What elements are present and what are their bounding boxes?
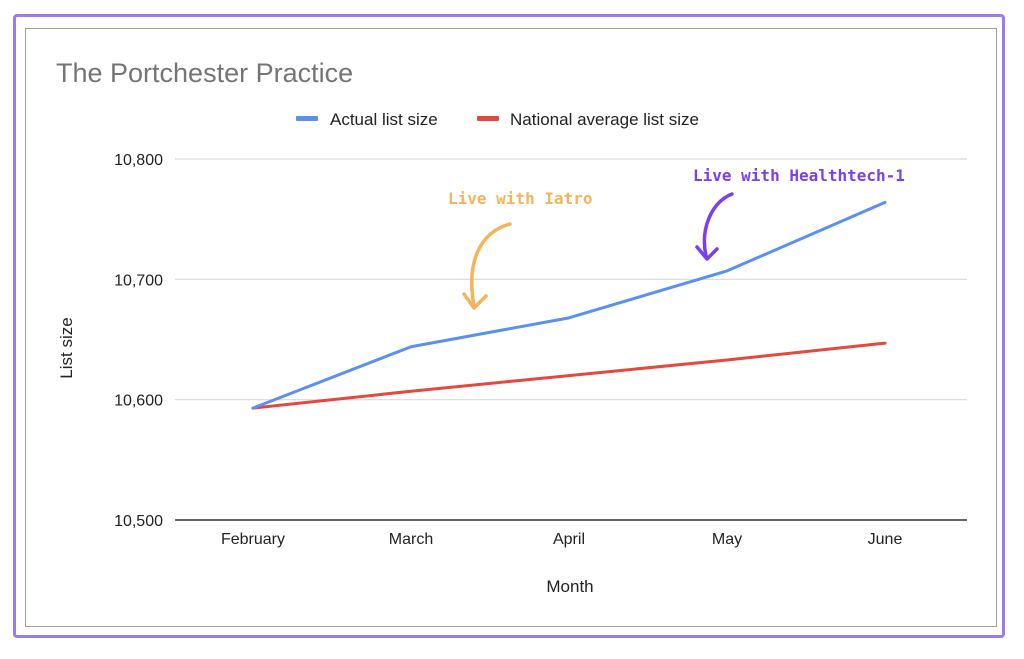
x-axis-ticks: February March April May June <box>221 531 902 548</box>
legend: Actual list size National average list s… <box>296 110 699 129</box>
annotation-healthtech-arrow-icon <box>702 192 734 258</box>
annotation-iatro-text: Live with Iatro <box>448 189 593 208</box>
x-axis-label: Month <box>546 577 593 596</box>
x-tick-label: February <box>221 531 285 548</box>
annotation-healthtech-text: Live with Healthtech-1 <box>693 166 905 185</box>
x-tick-label: March <box>389 531 433 548</box>
chart-card <box>25 28 997 627</box>
y-tick-label: 10,800 <box>114 152 163 169</box>
series-lines <box>251 200 887 410</box>
y-tick-label: 10,600 <box>114 393 163 410</box>
gridlines <box>175 158 967 521</box>
y-tick-label: 10,700 <box>114 272 163 289</box>
y-axis-label: List size <box>57 317 76 378</box>
y-axis-ticks: 10,500 10,600 10,700 10,800 <box>114 152 163 530</box>
legend-label-actual: Actual list size <box>330 110 438 129</box>
x-tick-label: May <box>712 531 742 548</box>
annotation-healthtech: Live with Healthtech-1 <box>693 166 905 261</box>
legend-swatch-national <box>477 116 499 121</box>
legend-label-national: National average list size <box>510 110 699 129</box>
y-tick-label: 10,500 <box>114 513 163 530</box>
chart-title: The Portchester Practice <box>56 58 353 88</box>
series-line-actual <box>251 200 887 410</box>
annotation-iatro-arrowhead-icon <box>462 292 488 310</box>
annotation-iatro: Live with Iatro <box>448 189 593 310</box>
x-tick-label: June <box>868 531 903 548</box>
outer-frame <box>13 14 1005 638</box>
x-tick-label: April <box>553 531 585 548</box>
annotation-healthtech-arrowhead-icon <box>695 245 719 261</box>
legend-swatch-actual <box>296 116 318 121</box>
annotation-iatro-arrow-icon <box>470 222 512 308</box>
